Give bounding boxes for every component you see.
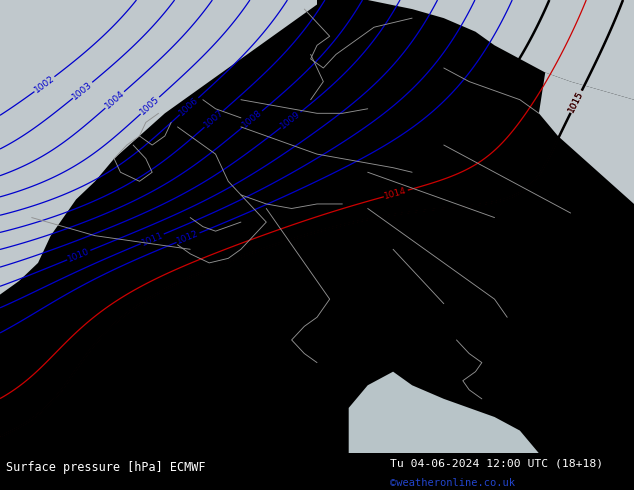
- Text: 1012: 1012: [176, 229, 200, 246]
- Text: 1014: 1014: [384, 186, 408, 201]
- Text: 1009: 1009: [279, 109, 302, 130]
- Text: 1005: 1005: [138, 95, 162, 117]
- Polygon shape: [539, 73, 634, 204]
- Text: 1015: 1015: [567, 90, 585, 114]
- Text: 1008: 1008: [241, 108, 264, 130]
- Text: 1003: 1003: [71, 79, 94, 101]
- Text: 1004: 1004: [103, 89, 126, 111]
- Text: 1006: 1006: [178, 95, 200, 117]
- Text: 1007: 1007: [202, 108, 226, 130]
- Text: 1002: 1002: [32, 74, 56, 95]
- Text: 1011: 1011: [140, 230, 165, 247]
- Text: Surface pressure [hPa] ECMWF: Surface pressure [hPa] ECMWF: [6, 461, 206, 474]
- Polygon shape: [0, 0, 317, 294]
- Text: 1010: 1010: [67, 246, 91, 264]
- Text: ©weatheronline.co.uk: ©weatheronline.co.uk: [390, 478, 515, 488]
- Polygon shape: [368, 0, 634, 99]
- Polygon shape: [349, 371, 539, 453]
- Text: 1015: 1015: [567, 90, 585, 114]
- Text: 1013: 1013: [249, 213, 274, 230]
- Text: Tu 04-06-2024 12:00 UTC (18+18): Tu 04-06-2024 12:00 UTC (18+18): [390, 459, 603, 468]
